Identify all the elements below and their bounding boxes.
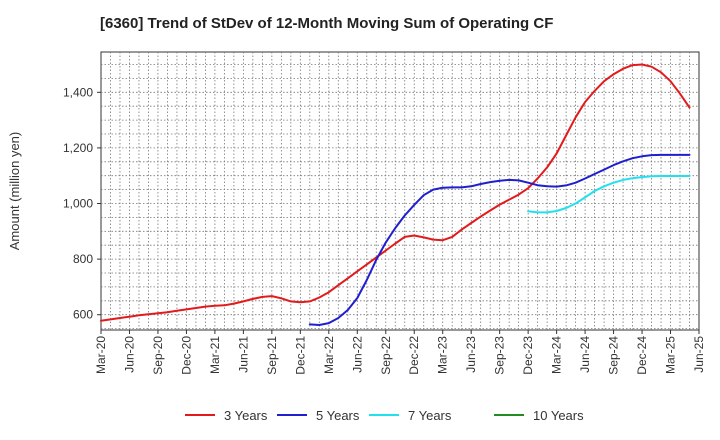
x-tick-label: Jun-20 (122, 336, 136, 373)
x-tick-label: Mar-24 (550, 336, 564, 374)
y-tick-label: 1,400 (63, 85, 93, 99)
x-tick-label: Mar-23 (436, 336, 450, 374)
x-tick-label: Jun-23 (464, 336, 478, 373)
y-axis-label: Amount (million yen) (7, 132, 22, 251)
x-tick-label: Dec-21 (293, 336, 307, 375)
series-line-7-years (527, 175, 691, 214)
x-tick-label: Jun-21 (236, 336, 250, 373)
legend-label: 7 Years (408, 408, 452, 423)
x-tick-label: Jun-25 (692, 336, 706, 373)
y-tick-label: 600 (73, 308, 93, 322)
x-tick-label: Dec-24 (635, 336, 649, 375)
x-tick-label: Sep-24 (607, 336, 621, 375)
x-tick-label: Sep-22 (379, 336, 393, 375)
plot-area (100, 51, 700, 331)
x-tick-label: Jun-24 (578, 336, 592, 373)
x-tick-label: Mar-20 (94, 336, 108, 374)
y-tick-label: 1,000 (63, 197, 93, 211)
x-tick-label: Dec-20 (179, 336, 193, 375)
legend: 3 Years 5 Years 7 Years 10 Years (185, 408, 584, 423)
legend-label: 5 Years (316, 408, 360, 423)
x-tick-label: Sep-20 (151, 336, 165, 375)
x-tick-label: Mar-22 (322, 336, 336, 374)
x-tick-label: Sep-23 (493, 336, 507, 375)
x-tick-label: Jun-22 (350, 336, 364, 373)
x-tick-label: Mar-25 (664, 336, 678, 374)
x-axis-ticks: Mar-20 Jun-20 Sep-20 Dec-20 Mar-21 Jun-21 Sep-… (94, 330, 706, 375)
x-tick-label: Mar-21 (208, 336, 222, 374)
series-line-5-years (308, 153, 691, 326)
plot-frame (100, 51, 700, 331)
legend-label: 10 Years (533, 408, 584, 423)
chart-title: [6360] Trend of StDev of 12-Month Moving… (100, 15, 553, 32)
y-tick-label: 800 (73, 252, 93, 266)
legend-label: 3 Years (224, 408, 268, 423)
x-tick-label: Dec-23 (521, 336, 535, 375)
y-axis-ticks: 600 800 1,000 1,200 1,400 (63, 85, 101, 322)
series-line-3-years (100, 63, 691, 322)
series-layer (100, 63, 691, 326)
x-tick-label: Sep-21 (265, 336, 279, 375)
x-tick-label: Dec-22 (407, 336, 421, 375)
y-tick-label: 1,200 (63, 141, 93, 155)
